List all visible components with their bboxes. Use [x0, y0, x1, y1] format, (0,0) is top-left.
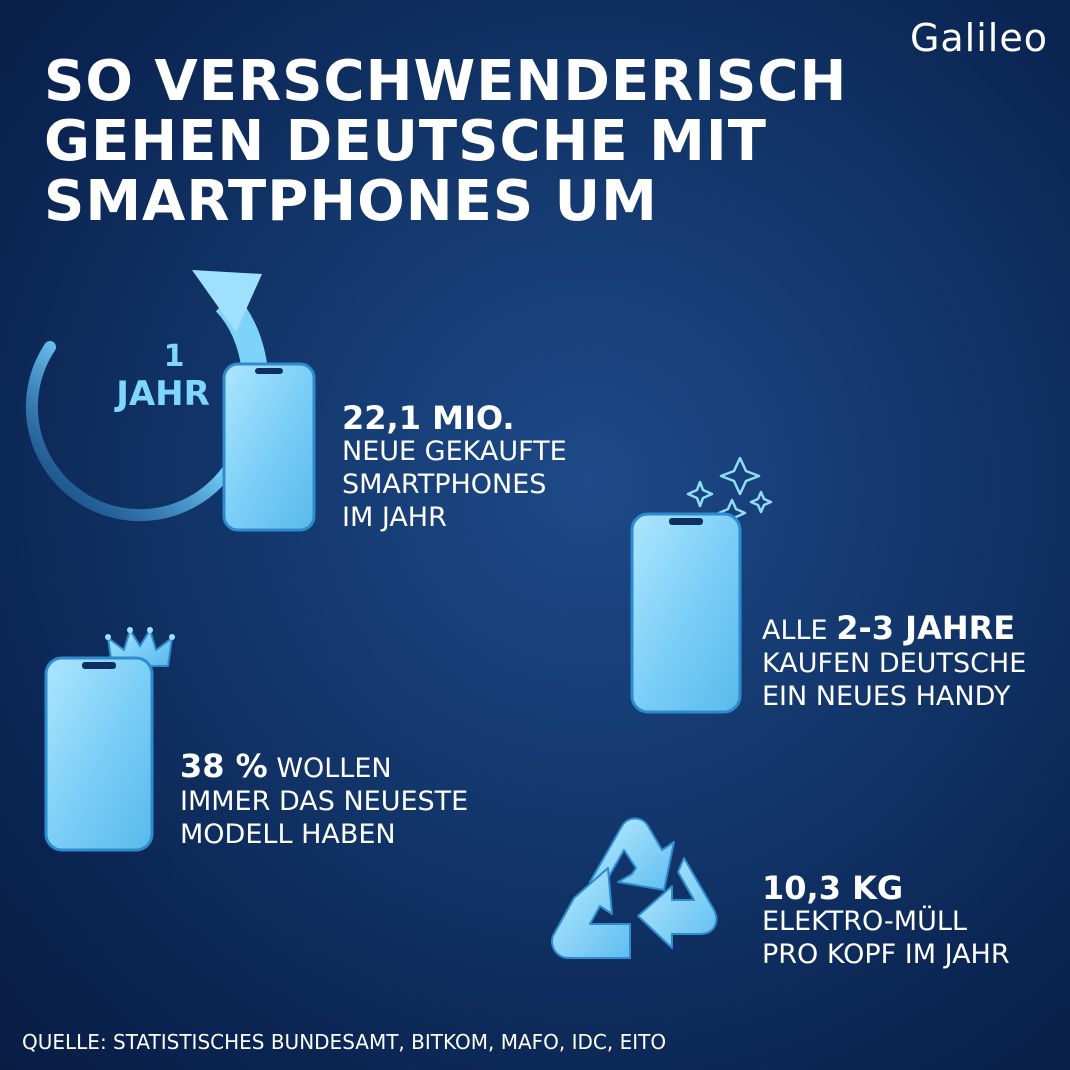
title-line-2: GEHEN DEUTSCHE MIT: [44, 109, 767, 174]
stat-newest-model-suffix: WOLLEN: [267, 753, 392, 784]
title-line-1: SO VERSCHWENDERISCH: [44, 49, 848, 114]
stat-replacement-line-1: KAUFEN DEUTSCHE: [762, 648, 1027, 679]
stat-newest-model-line-2: MODELL HABEN: [180, 819, 396, 850]
stat-replacement-value: 2-3 JAHRE: [836, 609, 1016, 647]
stat-new-smartphones-line-1: NEUE GEKAUFTE: [342, 436, 567, 467]
smartphone-icon: [222, 362, 316, 532]
cycle-number: 1: [163, 339, 185, 374]
source-note: QUELLE: STATISTISCHES BUNDESAMT, BITKOM,…: [22, 1030, 667, 1054]
stat-new-smartphones-value: 22,1 MIO.: [342, 399, 515, 437]
smartphone-icon: [630, 512, 742, 714]
stat-replacement-line-2: EIN NEUES HANDY: [762, 681, 1011, 712]
cycle-label: 1 JAHR: [108, 339, 218, 415]
stat-newest-model: 38 % WOLLEN IMMER DAS NEUESTE MODELL HAB…: [180, 750, 468, 851]
title-line-3: SMARTPHONES UM: [44, 169, 658, 234]
stat-e-waste-value: 10,3 KG: [762, 869, 904, 907]
stat-newest-model-value: 38 %: [180, 747, 268, 785]
stat-replacement-prefix: ALLE: [762, 615, 837, 646]
smartphone-icon: [44, 656, 154, 852]
stat-newest-model-line-1: IMMER DAS NEUESTE: [180, 786, 469, 817]
page-title: SO VERSCHWENDERISCH GEHEN DEUTSCHE MIT S…: [44, 52, 847, 232]
stat-new-smartphones: 22,1 MIO. NEUE GEKAUFTE SMARTPHONES IM J…: [342, 402, 567, 534]
stat-e-waste-line-2: PRO KOPF IM JAHR: [762, 939, 1010, 970]
stat-e-waste-line-1: ELEKTRO-MÜLL: [762, 906, 967, 937]
stat-replacement-cycle: ALLE 2-3 JAHRE KAUFEN DEUTSCHE EIN NEUES…: [762, 612, 1026, 713]
galileo-logo: Galileo: [909, 16, 1048, 60]
stat-new-smartphones-line-2: SMARTPHONES: [342, 469, 547, 500]
cycle-unit: JAHR: [116, 374, 210, 414]
recycle-icon: [550, 817, 718, 959]
stat-new-smartphones-line-3: IM JAHR: [342, 502, 447, 533]
stat-e-waste: 10,3 KG ELEKTRO-MÜLL PRO KOPF IM JAHR: [762, 872, 1010, 971]
